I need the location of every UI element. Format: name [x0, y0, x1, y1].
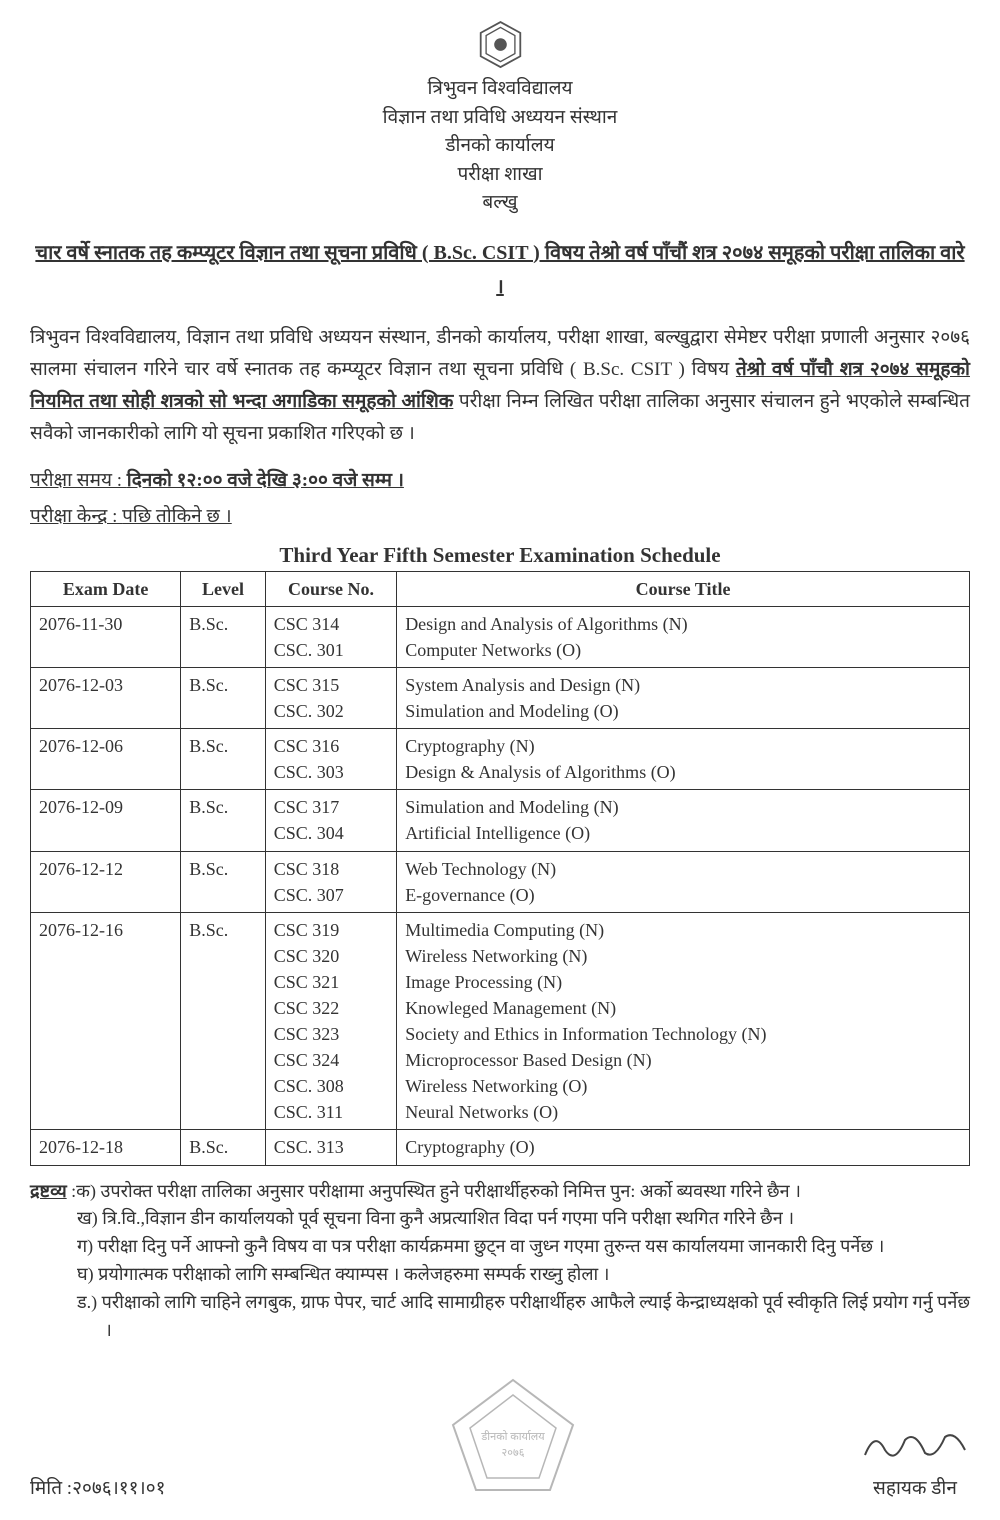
svg-text:डीनको कार्यालय: डीनको कार्यालय	[480, 1430, 545, 1443]
notes-lead: द्रष्टव्य	[30, 1181, 67, 1201]
cell-level: B.Sc.	[181, 790, 266, 851]
cell-course-title: Cryptography (N)Design & Analysis of Alg…	[397, 729, 970, 790]
cell-date: 2076-12-18	[31, 1130, 181, 1165]
cell-course-title: Multimedia Computing (N)Wireless Network…	[397, 912, 970, 1130]
cell-course-no: CSC 315CSC. 302	[265, 667, 396, 728]
signature	[860, 1425, 970, 1472]
cell-level: B.Sc.	[181, 1130, 266, 1165]
table-row: 2076-12-18B.Sc.CSC. 313Cryptography (O)	[31, 1130, 970, 1165]
cell-course-title: Simulation and Modeling (N)Artificial In…	[397, 790, 970, 851]
cell-course-no: CSC. 313	[265, 1130, 396, 1165]
signature-block: सहायक डीन	[860, 1425, 970, 1500]
signature-role: सहायक डीन	[860, 1474, 970, 1500]
letterhead: त्रिभुवन विश्वविद्यालय विज्ञान तथा प्रवि…	[30, 75, 970, 218]
cell-course-title: Cryptography (O)	[397, 1130, 970, 1165]
cell-course-no: CSC 316CSC. 303	[265, 729, 396, 790]
note-ga: ग) परीक्षा दिनु पर्ने आफ्नो कुनै विषय वा…	[30, 1233, 970, 1261]
intro-paragraph: त्रिभुवन विश्वविद्यालय, विज्ञान तथा प्रव…	[30, 322, 970, 451]
cell-level: B.Sc.	[181, 667, 266, 728]
cell-date: 2076-12-09	[31, 790, 181, 851]
note-ka: :क) उपरोक्त परीक्षा तालिका अनुसार परीक्ष…	[71, 1181, 801, 1201]
note-gha: घ) प्रयोगात्मक परीक्षाको लागि सम्बन्धित …	[30, 1261, 970, 1289]
university-logo	[478, 20, 523, 70]
issue-date: मिति :२०७६।११।०१	[30, 1474, 166, 1500]
header-line-1: त्रिभुवन विश्वविद्यालय	[30, 75, 970, 104]
note-nga: ड.) परीक्षाको लागि चाहिने लगबुक, ग्राफ प…	[30, 1289, 970, 1345]
svg-text:२०७६: २०७६	[501, 1447, 524, 1459]
notes-section: द्रष्टव्य :क) उपरोक्त परीक्षा तालिका अनु…	[30, 1178, 970, 1345]
cell-course-no: CSC 317CSC. 304	[265, 790, 396, 851]
footer: मिति :२०७६।११।०१ डीनको कार्यालय २०७६ सहा…	[30, 1370, 970, 1500]
col-course-no: Course No.	[265, 571, 396, 606]
col-level: Level	[181, 571, 266, 606]
exam-time-label: परीक्षा समय :	[30, 470, 127, 491]
office-stamp: डीनको कार्यालय २०७६	[438, 1370, 588, 1500]
subject-title: चार वर्षे स्नातक तह कम्प्यूटर विज्ञान तथ…	[30, 236, 970, 304]
table-row: 2076-11-30B.Sc.CSC 314CSC. 301Design and…	[31, 606, 970, 667]
cell-level: B.Sc.	[181, 851, 266, 912]
exam-center-value: पछि तोकिने छ ।	[122, 506, 232, 527]
header-line-2: विज्ञान तथा प्रविधि अध्ययन संस्थान	[30, 104, 970, 133]
cell-level: B.Sc.	[181, 729, 266, 790]
exam-center-label: परीक्षा केन्द्र :	[30, 506, 122, 527]
cell-level: B.Sc.	[181, 912, 266, 1130]
exam-time: परीक्षा समय : दिनको १२:०० वजे देखि ३:०० …	[30, 466, 970, 492]
cell-date: 2076-12-16	[31, 912, 181, 1130]
cell-course-title: System Analysis and Design (N)Simulation…	[397, 667, 970, 728]
schedule-title: Third Year Fifth Semester Examination Sc…	[30, 543, 970, 568]
exam-time-value: दिनको १२:०० वजे देखि ३:०० वजे सम्म ।	[127, 470, 404, 491]
cell-level: B.Sc.	[181, 606, 266, 667]
table-row: 2076-12-06B.Sc.CSC 316CSC. 303Cryptograp…	[31, 729, 970, 790]
note-first: द्रष्टव्य :क) उपरोक्त परीक्षा तालिका अनु…	[30, 1178, 970, 1206]
note-kha: ख) त्रि.वि.,विज्ञान डीन कार्यालयको पूर्व…	[30, 1205, 970, 1233]
cell-date: 2076-12-12	[31, 851, 181, 912]
table-row: 2076-12-09B.Sc.CSC 317CSC. 304Simulation…	[31, 790, 970, 851]
table-row: 2076-12-16B.Sc.CSC 319CSC 320CSC 321CSC …	[31, 912, 970, 1130]
exam-center: परीक्षा केन्द्र : पछि तोकिने छ ।	[30, 502, 970, 528]
table-row: 2076-12-03B.Sc.CSC 315CSC. 302System Ana…	[31, 667, 970, 728]
cell-course-no: CSC 314CSC. 301	[265, 606, 396, 667]
cell-course-title: Design and Analysis of Algorithms (N)Com…	[397, 606, 970, 667]
header-line-4: परीक्षा शाखा	[30, 161, 970, 190]
table-row: 2076-12-12B.Sc.CSC 318CSC. 307Web Techno…	[31, 851, 970, 912]
cell-date: 2076-12-03	[31, 667, 181, 728]
cell-date: 2076-11-30	[31, 606, 181, 667]
table-header-row: Exam Date Level Course No. Course Title	[31, 571, 970, 606]
cell-date: 2076-12-06	[31, 729, 181, 790]
header-line-3: डीनको कार्यालय	[30, 132, 970, 161]
cell-course-no: CSC 319CSC 320CSC 321CSC 322CSC 323CSC 3…	[265, 912, 396, 1130]
header-line-5: बल्खु	[30, 189, 970, 218]
cell-course-no: CSC 318CSC. 307	[265, 851, 396, 912]
col-date: Exam Date	[31, 571, 181, 606]
exam-schedule-table: Exam Date Level Course No. Course Title …	[30, 571, 970, 1166]
col-course-title: Course Title	[397, 571, 970, 606]
cell-course-title: Web Technology (N)E-governance (O)	[397, 851, 970, 912]
